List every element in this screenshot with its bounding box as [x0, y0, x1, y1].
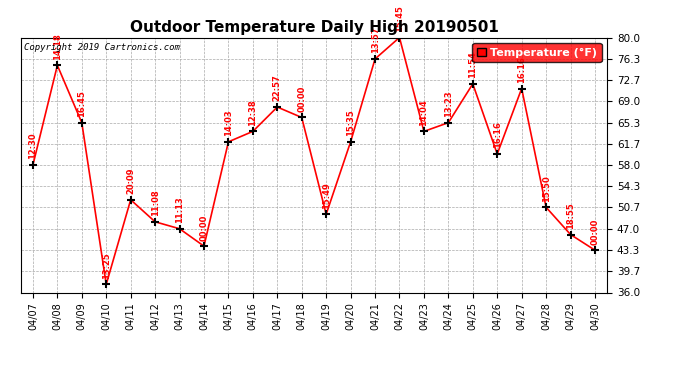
Text: 13:23: 13:23 — [444, 90, 453, 117]
Text: 11:13: 11:13 — [175, 196, 184, 223]
Text: 12:38: 12:38 — [248, 99, 257, 126]
Text: 16:45: 16:45 — [77, 90, 86, 117]
Text: 12:30: 12:30 — [28, 133, 37, 159]
Text: 13:25: 13:25 — [101, 252, 110, 279]
Text: 15:50: 15:50 — [542, 175, 551, 202]
Text: 18:55: 18:55 — [566, 202, 575, 229]
Title: Outdoor Temperature Daily High 20190501: Outdoor Temperature Daily High 20190501 — [130, 20, 498, 35]
Text: 15:35: 15:35 — [346, 110, 355, 136]
Text: 00:00: 00:00 — [591, 218, 600, 244]
Text: 14:03: 14:03 — [224, 110, 233, 136]
Text: 11:54: 11:54 — [469, 51, 477, 78]
Text: Copyright 2019 Cartronics.com: Copyright 2019 Cartronics.com — [23, 43, 179, 52]
Text: 16:16: 16:16 — [493, 122, 502, 148]
Text: 11:08: 11:08 — [150, 190, 159, 216]
Text: 15:45: 15:45 — [395, 5, 404, 32]
Text: 00:00: 00:00 — [297, 86, 306, 112]
Text: 20:09: 20:09 — [126, 168, 135, 194]
Text: 15:49: 15:49 — [322, 182, 331, 209]
Legend: Temperature (°F): Temperature (°F) — [473, 43, 602, 62]
Text: 22:57: 22:57 — [273, 75, 282, 102]
Text: 14:04: 14:04 — [420, 99, 428, 126]
Text: 00:00: 00:00 — [199, 214, 208, 241]
Text: 16:16: 16:16 — [518, 56, 526, 83]
Text: 14:18: 14:18 — [53, 33, 62, 60]
Text: 13:57: 13:57 — [371, 27, 380, 53]
